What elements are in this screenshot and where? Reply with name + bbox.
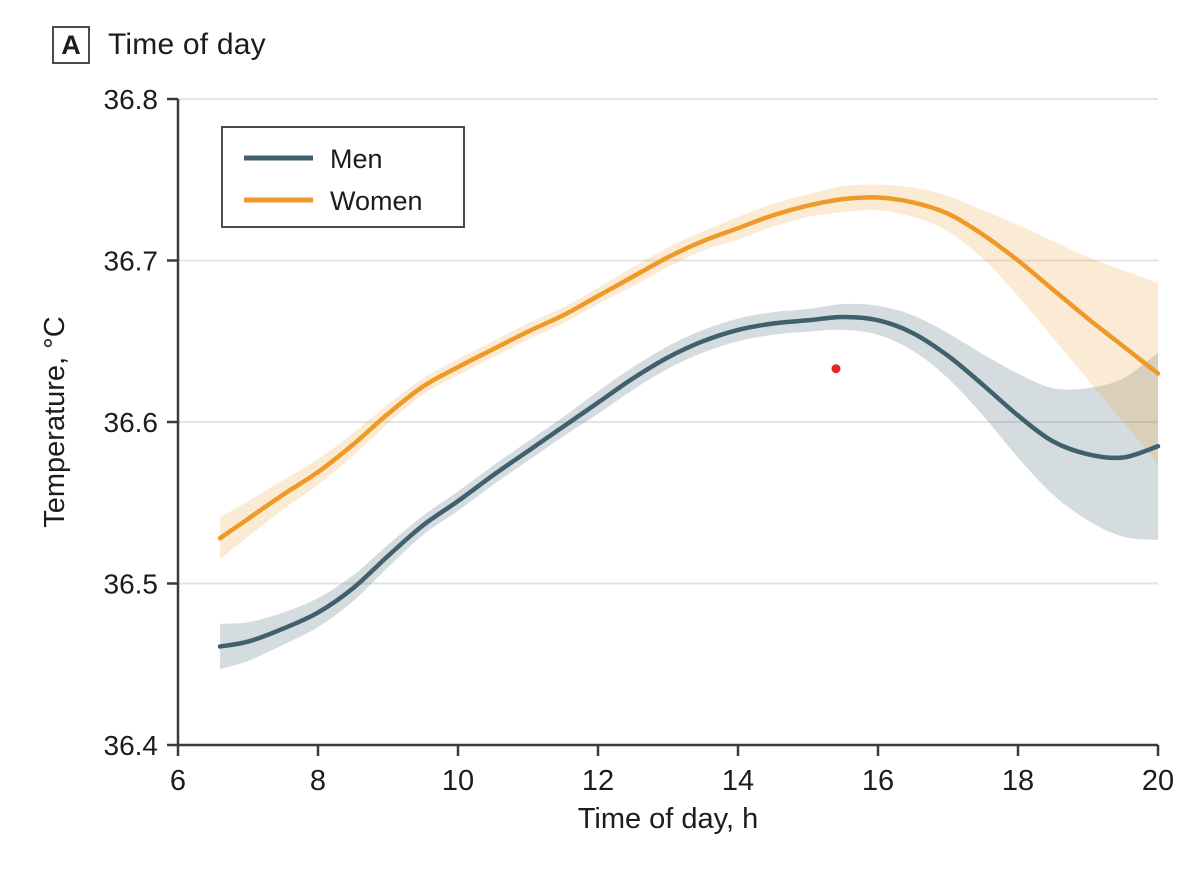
x-axis-title: Time of day, h — [578, 803, 759, 835]
y-axis-title: Temperature, °C — [39, 316, 71, 527]
y-tick-label-36.5: 36.5 — [104, 569, 159, 600]
legend-box — [221, 126, 465, 228]
y-tick-label-36.7: 36.7 — [104, 246, 159, 277]
x-tick-label-10: 10 — [442, 765, 474, 797]
panel-label: A — [52, 26, 90, 64]
men-confidence-band — [220, 303, 1158, 670]
x-tick-label-12: 12 — [582, 765, 614, 797]
y-tick-label-36.4: 36.4 — [104, 730, 159, 761]
panel-header: A Time of day — [52, 26, 266, 64]
legend-label-women: Women — [330, 186, 423, 216]
x-tick-label-20: 20 — [1142, 765, 1174, 797]
x-tick-label-8: 8 — [310, 765, 326, 797]
x-tick-label-18: 18 — [1002, 765, 1034, 797]
x-tick-label-14: 14 — [722, 765, 754, 797]
men-line — [217, 314, 1161, 649]
women-line — [217, 195, 1161, 541]
panel-title: Time of day — [108, 28, 266, 61]
annotation-dot — [831, 364, 841, 374]
legend-label-men: Men — [330, 144, 383, 174]
x-tick-label-16: 16 — [862, 765, 894, 797]
y-tick-label-36.8: 36.8 — [104, 84, 159, 115]
legend: Men Women — [221, 126, 465, 228]
y-tick-label-36.6: 36.6 — [104, 407, 159, 438]
x-tick-label-6: 6 — [170, 765, 186, 797]
women-confidence-band — [220, 184, 1158, 560]
